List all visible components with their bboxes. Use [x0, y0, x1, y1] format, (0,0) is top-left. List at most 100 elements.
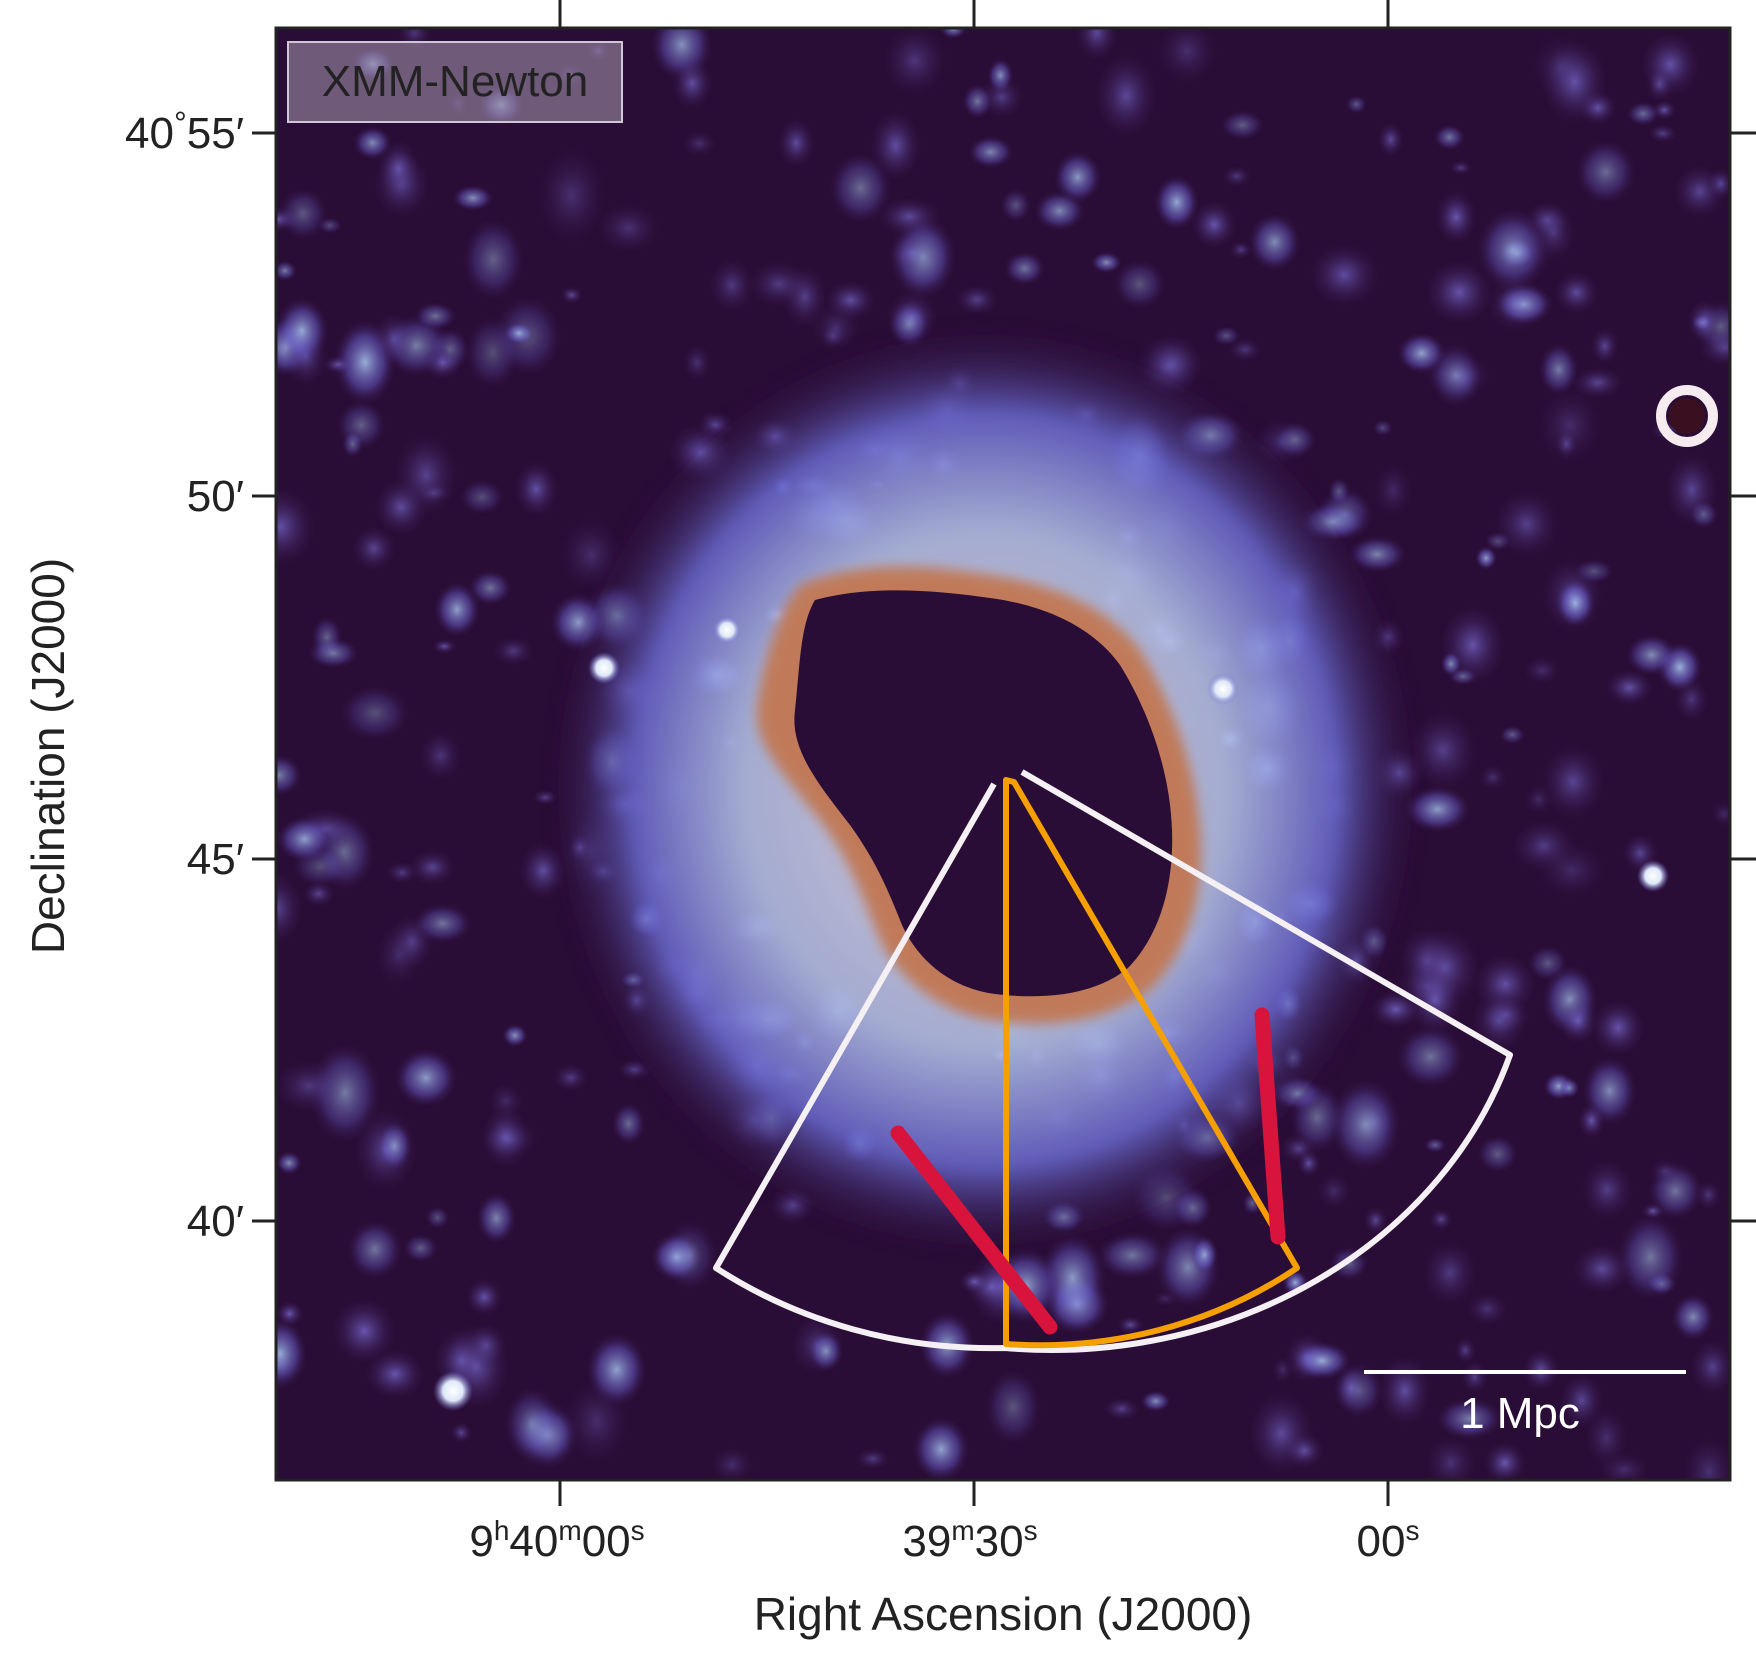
emission-blob: [364, 1349, 426, 1399]
emission-blob: [1572, 1243, 1632, 1295]
emission-blob: [560, 286, 583, 304]
emission-blob: [1422, 1240, 1478, 1306]
emission-blob: [276, 260, 297, 281]
emission-blob: [502, 1024, 528, 1047]
emission-blob: [434, 582, 480, 638]
emission-blob: [710, 1446, 755, 1480]
point-source-bright-core: [1669, 398, 1705, 434]
emission-blob: [940, 28, 967, 39]
point-source: [1637, 860, 1669, 892]
emission-blob: [1377, 122, 1404, 157]
emission-blob: [341, 430, 364, 458]
emission-blob: [563, 1378, 630, 1465]
emission-blob: [1471, 990, 1527, 1053]
emission-blob: [1591, 999, 1646, 1057]
emission-blob: [1440, 651, 1462, 677]
emission-blob: [1523, 655, 1561, 685]
emission-blob: [1000, 188, 1032, 223]
emission-blob: [425, 1206, 450, 1229]
emission-blob: [1477, 1135, 1519, 1173]
emission-blob: [1625, 634, 1678, 676]
emission-blob: [1460, 1360, 1489, 1394]
emission-blob: [968, 135, 1014, 169]
emission-blob: [536, 146, 607, 245]
emission-blob: [1378, 1355, 1432, 1427]
emission-blob: [504, 1387, 561, 1462]
emission-blob: [1478, 764, 1507, 791]
emission-blob: [1499, 725, 1525, 745]
emission-blob: [1649, 1158, 1681, 1183]
emission-blob: [1584, 1406, 1629, 1469]
emission-blob: [276, 1301, 304, 1327]
emission-blob: [1682, 1437, 1730, 1480]
emission-blob: [276, 754, 302, 796]
emission-blob: [1671, 1293, 1715, 1341]
emission-blob: [322, 355, 353, 374]
dec-tick-label-3: 40′: [187, 1197, 244, 1246]
emission-blob: [958, 1270, 991, 1294]
emission-blob: [1454, 1337, 1476, 1364]
emission-blob: [1329, 1078, 1402, 1171]
emission-blob: [829, 152, 892, 224]
emission-blob: [748, 260, 810, 308]
red-mark-left: [890, 1125, 1058, 1335]
telescope-label: XMM-Newton: [322, 57, 589, 106]
emission-blob: [414, 302, 457, 331]
ra-tick-label-2: 00s: [1357, 1515, 1420, 1566]
emission-blob: [1483, 1441, 1527, 1480]
emission-blob: [308, 638, 359, 669]
emission-blob: [416, 482, 452, 504]
emission-blob: [1665, 452, 1719, 527]
emission-blob: [1674, 677, 1709, 722]
emission-blob: [276, 872, 304, 945]
emission-blob: [962, 83, 993, 119]
emission-blob: [375, 922, 423, 988]
point-source: [713, 616, 741, 644]
emission-blob: [1297, 1149, 1321, 1177]
emission-blob: [671, 57, 713, 110]
emission-blob: [1248, 213, 1301, 272]
emission-blob: [1597, 1452, 1650, 1480]
emission-blob: [423, 346, 462, 380]
emission-blob: [465, 1278, 503, 1317]
emission-blob: [332, 1298, 397, 1365]
emission-blob: [1641, 1203, 1665, 1220]
emission-blob: [1558, 997, 1598, 1044]
emission-blob: [347, 1219, 403, 1280]
dec-tick-label-1: 50′: [187, 472, 244, 521]
telescope-label-box: [287, 41, 623, 123]
emission-blob: [1407, 710, 1479, 791]
emission-blob: [955, 283, 999, 316]
emission-blob: [276, 487, 316, 567]
emission-blob: [1212, 325, 1241, 346]
emission-blob: [514, 460, 559, 518]
emission-blob: [351, 525, 397, 572]
emission-blob: [1293, 1341, 1351, 1380]
emission-blob: [1626, 101, 1660, 126]
emission-blob: [1695, 1180, 1722, 1210]
emission-blob: [681, 130, 718, 157]
emission-blob: [377, 139, 420, 197]
white-sector-outline: [713, 769, 1513, 1353]
emission-blob: [1154, 175, 1200, 230]
emission-blob: [1536, 840, 1607, 900]
emission-blob: [462, 218, 525, 301]
emission-blob: [1580, 1158, 1634, 1221]
y-axis-title: Declination (J2000): [22, 558, 74, 954]
emission-blob: [1284, 1433, 1325, 1469]
emission-blob: [1363, 1206, 1388, 1235]
emission-blob: [1605, 669, 1654, 706]
emission-blob: [777, 118, 816, 168]
emission-blob: [276, 1059, 345, 1113]
emission-blob: [432, 639, 457, 654]
emission-blob: [1555, 429, 1578, 459]
emission-blob: [413, 903, 472, 944]
emission-blob: [276, 1318, 307, 1390]
emission-blob: [1227, 337, 1262, 362]
dec-tick-label-0: 40°55′: [125, 105, 244, 158]
emission-blob: [1397, 332, 1446, 374]
emission-blob: [408, 849, 456, 886]
emission-blob: [808, 1330, 844, 1372]
point-source-bright-ring: [1656, 385, 1718, 447]
